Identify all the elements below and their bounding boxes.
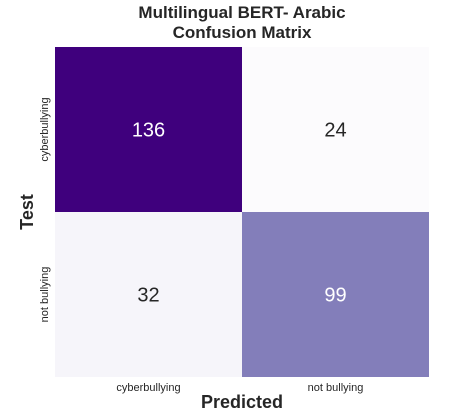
cell-value-label-1-0: 32: [137, 285, 159, 307]
y-tick-label-1: not bullying: [39, 267, 51, 323]
heatmap-cell-1-1: [242, 212, 429, 377]
x-axis-label: Predicted: [201, 392, 283, 412]
y-axis-label: Test: [17, 194, 37, 230]
x-tick-label-1: not bullying: [308, 382, 364, 394]
y-tick-label-0: cyberbullying: [39, 97, 51, 161]
chart-title-line-1: Multilingual BERT- Arabic: [138, 3, 345, 22]
heatmap-cell-0-0: [55, 47, 242, 212]
cell-value-label-0-1: 24: [324, 120, 346, 142]
heatmap-cell-1-0: [55, 212, 242, 377]
cell-value-label-1-1: 99: [324, 285, 346, 307]
x-tick-label-0: cyberbullying: [116, 382, 180, 394]
chart-title-line-2: Confusion Matrix: [173, 23, 312, 42]
heatmap-cell-0-1: [242, 47, 429, 212]
tick-labels: cyberbullying not bullying cyberbullying no…: [39, 97, 363, 394]
heatmap-cells: 136 24 32 99: [55, 47, 429, 377]
cell-value-label-0-0: 136: [132, 120, 165, 142]
